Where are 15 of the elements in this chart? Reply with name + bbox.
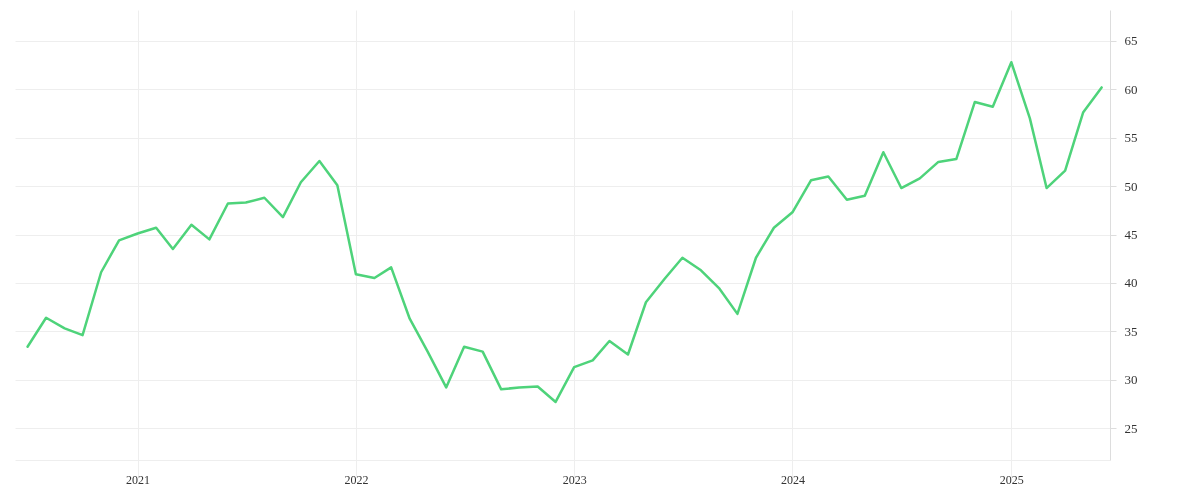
x-tick-label: 2024 xyxy=(780,472,805,487)
y-tick-label: 30 xyxy=(1124,372,1138,388)
y-tick-label: 40 xyxy=(1124,275,1138,291)
x-tick-label: 2025 xyxy=(999,472,1024,487)
y-tick-label: 55 xyxy=(1124,130,1138,146)
y-tick-label: 65 xyxy=(1124,33,1138,49)
x-tick-label: 2021 xyxy=(126,472,151,487)
y-tick-label: 25 xyxy=(1124,420,1138,436)
y-tick-label: 45 xyxy=(1124,227,1138,243)
line-series xyxy=(26,61,1103,404)
x-tick-label: 2023 xyxy=(562,472,587,487)
x-tick-label: 2022 xyxy=(344,472,369,487)
y-tick-label: 50 xyxy=(1124,178,1138,194)
y-tick-label: 60 xyxy=(1124,81,1138,97)
y-tick-label: 35 xyxy=(1124,323,1138,339)
